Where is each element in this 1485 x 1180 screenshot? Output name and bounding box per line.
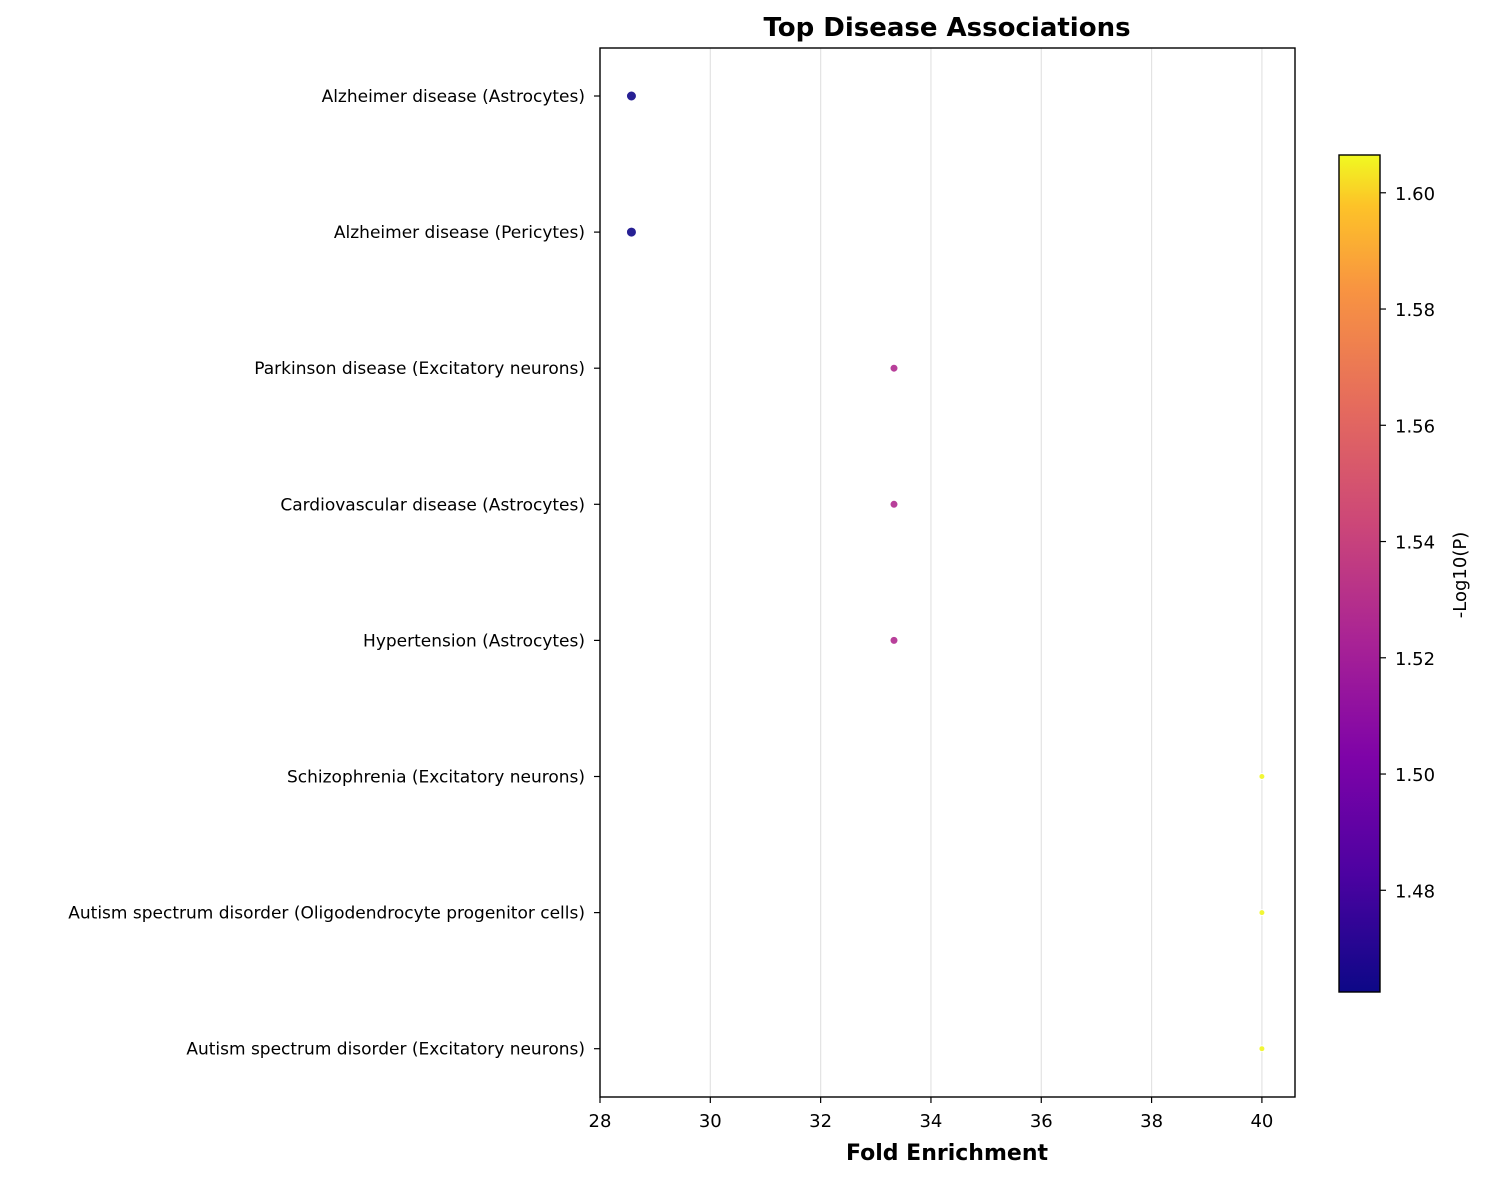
- x-tick-label: 40: [1250, 1111, 1273, 1132]
- scatter-point: [889, 363, 899, 373]
- y-category-label: Alzheimer disease (Pericytes): [334, 223, 585, 243]
- colorbar-gradient: [1338, 154, 1381, 993]
- colorbar-tick-label: 1.50: [1395, 765, 1435, 786]
- y-category-label: Alzheimer disease (Astrocytes): [322, 87, 585, 107]
- points-layer: [625, 90, 1266, 1053]
- scatter-point: [625, 90, 637, 102]
- x-tick-label: 32: [809, 1111, 832, 1132]
- colorbar-tick-label: 1.48: [1395, 881, 1435, 902]
- scatter-point: [889, 635, 899, 645]
- y-category-label: Parkinson disease (Excitatory neurons): [254, 359, 585, 379]
- y-category-label: Autism spectrum disorder (Excitatory neu…: [186, 1040, 585, 1060]
- x-axis: 28 30 32 34 36 38 40: [589, 1097, 1273, 1132]
- colorbar-tick-label: 1.52: [1395, 649, 1435, 670]
- colorbar: -Log10(P) 1.48 1.50 1.52 1.54 1.56 1.58 1.60: [1338, 154, 1471, 993]
- scatter-point: [1258, 773, 1266, 780]
- scatter-point: [889, 499, 899, 509]
- x-tick-label: 30: [699, 1111, 722, 1132]
- scatter-point: [625, 226, 637, 238]
- x-tick-label: 28: [589, 1111, 612, 1132]
- colorbar-tick-label: 1.58: [1395, 300, 1435, 321]
- x-tick-label: 38: [1140, 1111, 1163, 1132]
- scatter-point: [1258, 1045, 1266, 1053]
- y-category-label: Schizophrenia (Excitatory neurons): [287, 768, 585, 788]
- y-category-label: Cardiovascular disease (Astrocytes): [280, 495, 585, 515]
- scatter-point: [1258, 909, 1266, 917]
- colorbar-tick-label: 1.56: [1395, 416, 1435, 437]
- y-axis: Alzheimer disease (Astrocytes) Alzheimer …: [68, 87, 600, 1060]
- grid-layer: [709, 48, 1263, 1097]
- x-tick-label: 36: [1030, 1111, 1053, 1132]
- colorbar-tick-label: 1.60: [1395, 184, 1435, 205]
- y-category-label: Autism spectrum disorder (Oligodendrocyt…: [68, 904, 585, 924]
- chart-title: Top Disease Associations: [763, 13, 1130, 43]
- y-category-label: Hypertension (Astrocytes): [363, 631, 585, 651]
- colorbar-label: -Log10(P): [1450, 532, 1471, 618]
- x-tick-label: 34: [919, 1111, 942, 1132]
- plot-frame: [599, 47, 1296, 1098]
- x-axis-label: Fold Enrichment: [846, 1141, 1048, 1166]
- colorbar-tick-label: 1.54: [1395, 533, 1435, 554]
